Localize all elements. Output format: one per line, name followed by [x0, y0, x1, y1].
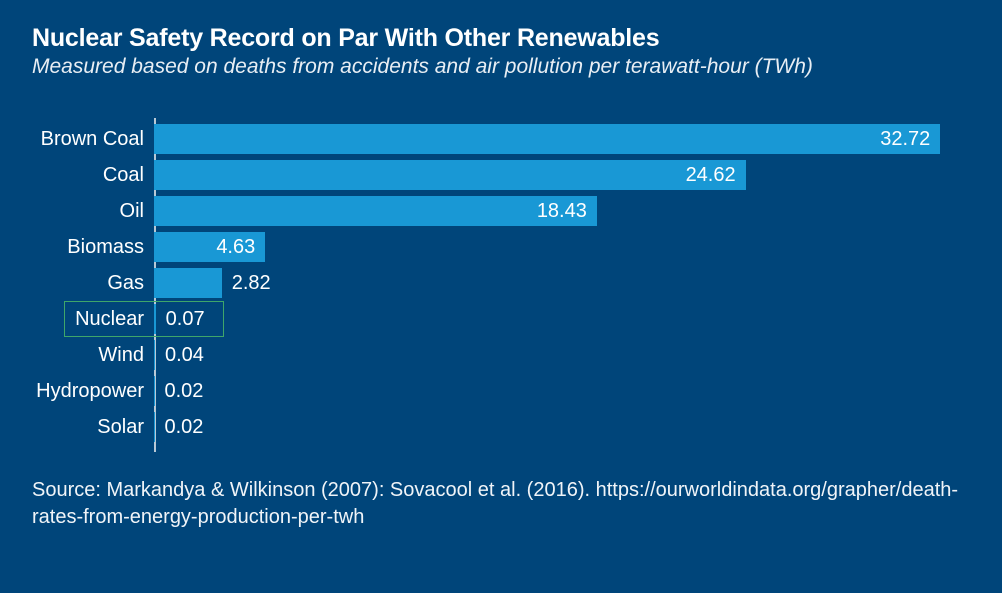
- bar: [154, 268, 222, 298]
- category-label: Brown Coal: [32, 128, 154, 151]
- bar-value: 0.02: [154, 380, 213, 403]
- bar-row: Gas 2.82: [32, 265, 970, 301]
- source-citation: Source: Markandya & Wilkinson (2007): So…: [32, 477, 970, 531]
- bar-wrap: 0.04: [154, 337, 970, 373]
- bar-row: Biomass 4.63: [32, 229, 970, 265]
- bar-row: Oil 18.43: [32, 193, 970, 229]
- bar-chart: Brown Coal 32.72 Coal 24.62 Oil 18.43 Biomass 4…: [32, 121, 970, 445]
- bar: 4.63: [154, 232, 265, 262]
- category-label: Oil: [32, 200, 154, 223]
- bar-value: 0.04: [155, 344, 214, 367]
- bar-row: Brown Coal 32.72: [32, 121, 970, 157]
- bar-value: 0.02: [154, 416, 213, 439]
- category-label: Coal: [32, 164, 154, 187]
- bar-row: Nuclear0.07: [32, 301, 970, 337]
- category-label: Hydropower: [32, 380, 154, 403]
- bar-value: 18.43: [527, 200, 597, 223]
- bar-value: 0.07: [156, 308, 215, 331]
- category-label: Wind: [32, 344, 154, 367]
- category-label: Nuclear: [32, 308, 154, 331]
- bar-wrap: 32.72: [154, 121, 970, 157]
- bar-row: Wind0.04: [32, 337, 970, 373]
- bar-wrap: 0.07: [154, 301, 970, 337]
- category-label: Solar: [32, 416, 154, 439]
- bar: 32.72: [154, 124, 940, 154]
- bar-value: 2.82: [222, 272, 281, 295]
- bar-value: 32.72: [870, 128, 940, 151]
- bar-wrap: 0.02: [154, 373, 970, 409]
- bar-row: Coal 24.62: [32, 157, 970, 193]
- bar-wrap: 0.02: [154, 409, 970, 445]
- bar-wrap: 24.62: [154, 157, 970, 193]
- chart-subtitle: Measured based on deaths from accidents …: [32, 55, 970, 79]
- bar-wrap: 2.82: [154, 265, 970, 301]
- chart-title: Nuclear Safety Record on Par With Other …: [32, 24, 970, 53]
- bar-wrap: 4.63: [154, 229, 970, 265]
- bar-row: Hydropower0.02: [32, 373, 970, 409]
- bar-value: 24.62: [676, 164, 746, 187]
- category-label: Gas: [32, 272, 154, 295]
- bar: 18.43: [154, 196, 597, 226]
- category-label: Biomass: [32, 236, 154, 259]
- bar-wrap: 18.43: [154, 193, 970, 229]
- bar-value: 4.63: [206, 236, 265, 259]
- bar-row: Solar0.02: [32, 409, 970, 445]
- bar: 24.62: [154, 160, 746, 190]
